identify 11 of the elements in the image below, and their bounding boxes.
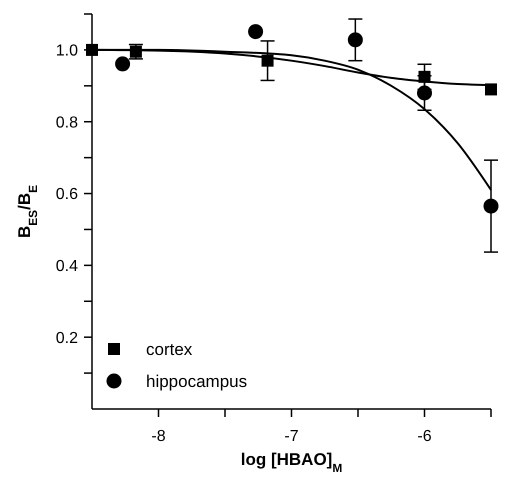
x-axis-title: log [HBAO]$_{M}$ (240, 450, 342, 475)
y-tick-label: 0.4 (56, 258, 78, 275)
y-tick-label: 0.6 (56, 186, 78, 204)
legend-label: cortex (146, 340, 193, 359)
x-tick-label: -6 (417, 428, 432, 445)
text: 1.0 (56, 42, 78, 60)
y-tick-label: 0.8 (56, 114, 78, 132)
y-tick-label: 0.2 (56, 330, 78, 347)
legend-label: hippocampus (146, 372, 248, 391)
x-tick-label: -7 (284, 428, 299, 445)
x-tick-label: -8 (151, 428, 166, 445)
